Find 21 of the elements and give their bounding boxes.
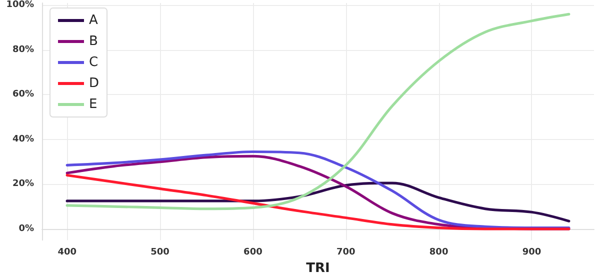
x-tick-label: 400 xyxy=(58,248,76,258)
line-series xyxy=(66,182,570,222)
x-axis-title: TRI xyxy=(306,261,330,276)
x-tick-label: 700 xyxy=(336,248,356,258)
legend-label: D xyxy=(89,76,100,91)
y-tick-label: 40% xyxy=(12,134,34,144)
legend-label: E xyxy=(89,97,98,112)
y-tick-label: 80% xyxy=(12,44,34,55)
x-tick-label: 900 xyxy=(522,248,542,258)
y-tick-label: 60% xyxy=(12,90,34,100)
line-series xyxy=(66,174,570,230)
line-series xyxy=(66,12,570,210)
y-tick-label: 0% xyxy=(18,224,34,234)
y-tick-label: 20% xyxy=(12,179,34,190)
x-tick-label: 800 xyxy=(429,248,448,258)
x-tick-label: 500 xyxy=(150,248,170,258)
legend-label: B xyxy=(89,34,98,49)
x-tick-label: 600 xyxy=(244,248,262,258)
legend-label: C xyxy=(89,55,98,70)
legend-label: A xyxy=(89,13,98,28)
y-tick-label: 100% xyxy=(6,0,34,10)
